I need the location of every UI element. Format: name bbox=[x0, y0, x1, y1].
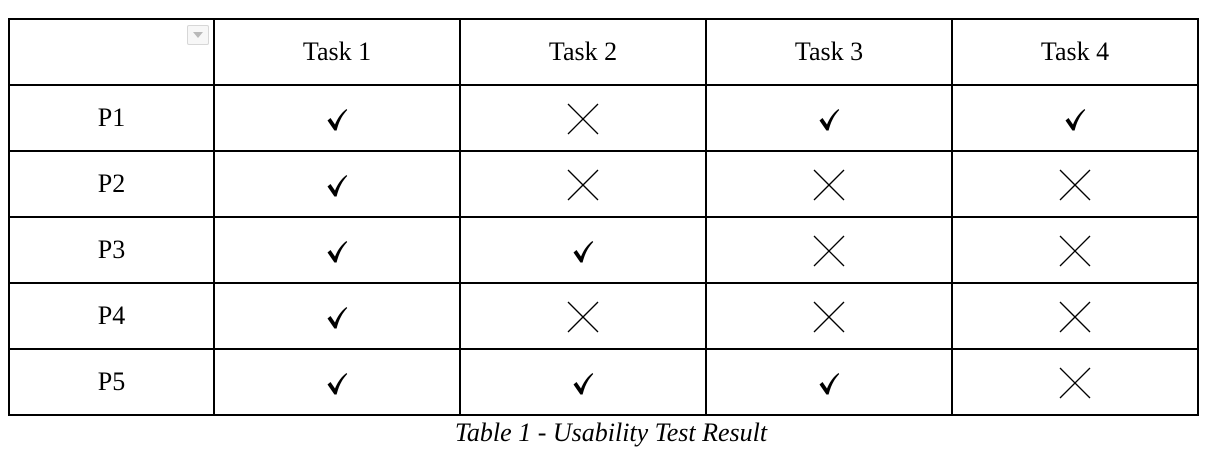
result-cell bbox=[705, 216, 953, 284]
result-cell bbox=[951, 84, 1199, 152]
row-label: P5 bbox=[8, 348, 215, 416]
result-cell bbox=[213, 216, 461, 284]
cross-mark-icon bbox=[567, 103, 599, 135]
table-row: P4 bbox=[8, 282, 1199, 350]
cross-mark-icon bbox=[1059, 367, 1091, 399]
dropdown-arrow-icon[interactable] bbox=[187, 25, 209, 45]
result-cell bbox=[951, 150, 1199, 218]
table-row: P3 bbox=[8, 216, 1199, 284]
check-mark-icon bbox=[326, 372, 348, 396]
result-cell bbox=[951, 282, 1199, 350]
check-mark-icon bbox=[818, 372, 840, 396]
cross-mark-icon bbox=[1059, 301, 1091, 333]
column-header: Task 2 bbox=[459, 18, 707, 86]
result-cell bbox=[213, 348, 461, 416]
result-cell bbox=[459, 216, 707, 284]
table-row: P5 bbox=[8, 348, 1199, 416]
cross-mark-icon bbox=[813, 301, 845, 333]
cross-mark-icon bbox=[1059, 169, 1091, 201]
result-cell bbox=[705, 150, 953, 218]
result-cell bbox=[459, 282, 707, 350]
row-label: P4 bbox=[8, 282, 215, 350]
result-cell bbox=[213, 282, 461, 350]
result-cell bbox=[951, 348, 1199, 416]
result-cell bbox=[705, 84, 953, 152]
result-cell bbox=[459, 150, 707, 218]
check-mark-icon bbox=[1064, 108, 1086, 132]
result-cell bbox=[213, 84, 461, 152]
row-label: P2 bbox=[8, 150, 215, 218]
check-mark-icon bbox=[326, 306, 348, 330]
corner-cell bbox=[8, 18, 215, 86]
column-header: Task 1 bbox=[213, 18, 461, 86]
result-cell bbox=[705, 348, 953, 416]
header-row: Task 1 Task 2 Task 3 Task 4 bbox=[8, 18, 1199, 86]
cross-mark-icon bbox=[813, 235, 845, 267]
cross-mark-icon bbox=[567, 301, 599, 333]
column-header: Task 4 bbox=[951, 18, 1199, 86]
usability-results-table: Task 1 Task 2 Task 3 Task 4 P1 P2 P3 P4 … bbox=[8, 18, 1199, 416]
check-mark-icon bbox=[572, 372, 594, 396]
check-mark-icon bbox=[572, 240, 594, 264]
column-header: Task 3 bbox=[705, 18, 953, 86]
table-row: P2 bbox=[8, 150, 1199, 218]
cross-mark-icon bbox=[567, 169, 599, 201]
result-cell bbox=[705, 282, 953, 350]
cross-mark-icon bbox=[1059, 235, 1091, 267]
table-row: P1 bbox=[8, 84, 1199, 152]
table-caption: Table 1 - Usability Test Result bbox=[454, 418, 768, 447]
result-cell bbox=[213, 150, 461, 218]
check-mark-icon bbox=[326, 108, 348, 132]
result-cell bbox=[459, 348, 707, 416]
check-mark-icon bbox=[818, 108, 840, 132]
check-mark-icon bbox=[326, 174, 348, 198]
cross-mark-icon bbox=[813, 169, 845, 201]
row-label: P3 bbox=[8, 216, 215, 284]
row-label: P1 bbox=[8, 84, 215, 152]
result-cell bbox=[951, 216, 1199, 284]
result-cell bbox=[459, 84, 707, 152]
check-mark-icon bbox=[326, 240, 348, 264]
